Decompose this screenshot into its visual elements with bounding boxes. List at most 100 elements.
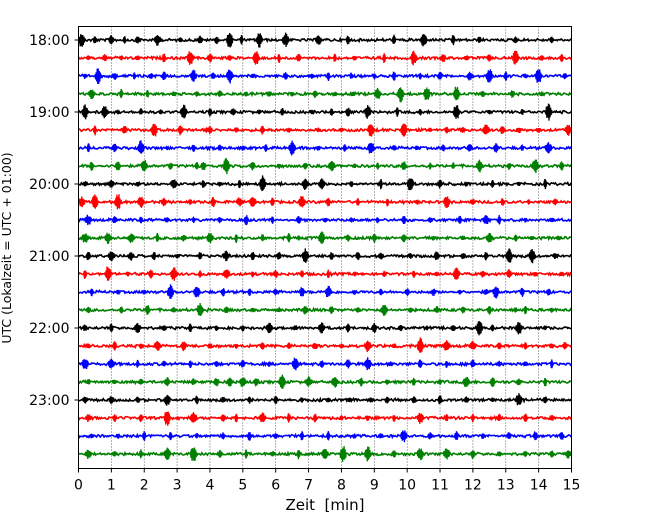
event-burst xyxy=(180,235,188,242)
event-burst xyxy=(422,87,432,100)
trace xyxy=(77,50,573,66)
trace xyxy=(78,393,573,406)
x-tick-label: 7 xyxy=(304,478,313,494)
event-burst xyxy=(226,377,234,387)
event-burst xyxy=(113,194,123,210)
event-burst xyxy=(532,272,539,278)
event-burst xyxy=(549,359,554,369)
event-burst xyxy=(453,431,460,440)
plot-border xyxy=(78,26,572,469)
event-burst xyxy=(514,322,524,335)
x-tick-label: 15 xyxy=(563,478,581,494)
event-burst xyxy=(542,396,548,404)
event-burst xyxy=(399,123,409,137)
event-burst xyxy=(299,431,305,441)
event-burst xyxy=(344,107,352,117)
event-burst xyxy=(128,252,135,261)
event-burst xyxy=(486,54,493,62)
event-burst xyxy=(147,73,154,79)
event-burst xyxy=(427,127,433,132)
event-burst xyxy=(166,284,175,299)
event-burst xyxy=(515,378,523,386)
event-burst xyxy=(442,196,451,208)
trace xyxy=(77,103,573,121)
event-burst xyxy=(107,396,115,404)
event-burst xyxy=(437,379,443,385)
event-burst xyxy=(141,430,147,441)
event-burst xyxy=(506,432,512,439)
event-burst xyxy=(391,145,397,151)
trace-line xyxy=(77,414,573,422)
event-burst xyxy=(167,162,174,170)
event-burst xyxy=(549,307,555,313)
event-burst xyxy=(400,234,408,243)
event-burst xyxy=(82,270,88,279)
trace xyxy=(78,86,572,103)
event-burst xyxy=(544,142,553,154)
event-burst xyxy=(363,357,372,371)
event-burst xyxy=(85,343,91,349)
event-burst xyxy=(276,54,281,64)
event-burst xyxy=(509,90,516,98)
event-burst xyxy=(263,144,268,152)
event-burst xyxy=(354,307,362,313)
event-burst xyxy=(276,252,282,260)
event-burst xyxy=(296,235,301,241)
event-burst xyxy=(151,251,157,261)
event-burst xyxy=(320,448,330,459)
event-burst xyxy=(444,126,450,134)
event-burst xyxy=(328,306,335,314)
event-burst xyxy=(428,162,433,170)
event-burst xyxy=(285,127,293,133)
event-burst xyxy=(207,342,213,349)
x-tick-label: 8 xyxy=(337,478,346,494)
event-burst xyxy=(194,432,200,439)
event-burst xyxy=(235,197,244,207)
event-burst xyxy=(520,109,525,115)
event-burst xyxy=(363,105,372,119)
event-burst xyxy=(523,217,528,223)
event-burst xyxy=(355,198,361,206)
event-burst xyxy=(317,231,326,244)
event-burst xyxy=(237,180,242,189)
event-burst xyxy=(191,144,197,152)
event-burst xyxy=(523,450,528,458)
event-burst xyxy=(515,127,523,133)
event-burst xyxy=(90,194,100,209)
event-burst xyxy=(400,216,407,225)
trace xyxy=(77,411,573,426)
event-burst xyxy=(82,73,88,80)
event-burst xyxy=(522,361,529,367)
trace-line xyxy=(77,360,572,368)
trace-line xyxy=(77,378,572,386)
trace-line xyxy=(77,270,572,278)
event-burst xyxy=(519,287,525,297)
event-burst xyxy=(338,343,345,349)
event-burst xyxy=(276,163,282,169)
event-burst xyxy=(497,214,502,225)
event-burst xyxy=(216,181,223,187)
event-burst xyxy=(170,91,177,97)
event-burst xyxy=(205,232,215,244)
event-burst xyxy=(174,253,181,259)
event-burst xyxy=(407,307,414,313)
event-burst xyxy=(82,324,89,331)
event-burst xyxy=(289,91,295,97)
x-axis: 0 1 2 3 4 5 6 7 8 9 10 11 12 13 14 15 xyxy=(74,468,581,494)
event-burst xyxy=(555,235,562,241)
event-burst xyxy=(397,325,404,332)
event-burst xyxy=(189,412,198,423)
event-burst xyxy=(147,269,154,279)
event-burst xyxy=(247,396,252,404)
event-burst xyxy=(523,305,528,315)
event-burst xyxy=(238,377,247,387)
event-burst xyxy=(442,448,451,460)
event-burst xyxy=(214,360,219,368)
event-burst xyxy=(436,179,444,189)
event-burst xyxy=(111,414,118,423)
event-burst xyxy=(496,451,502,457)
event-burst xyxy=(459,127,467,133)
event-burst xyxy=(264,322,274,334)
event-burst xyxy=(486,305,493,315)
event-burst xyxy=(409,50,418,66)
